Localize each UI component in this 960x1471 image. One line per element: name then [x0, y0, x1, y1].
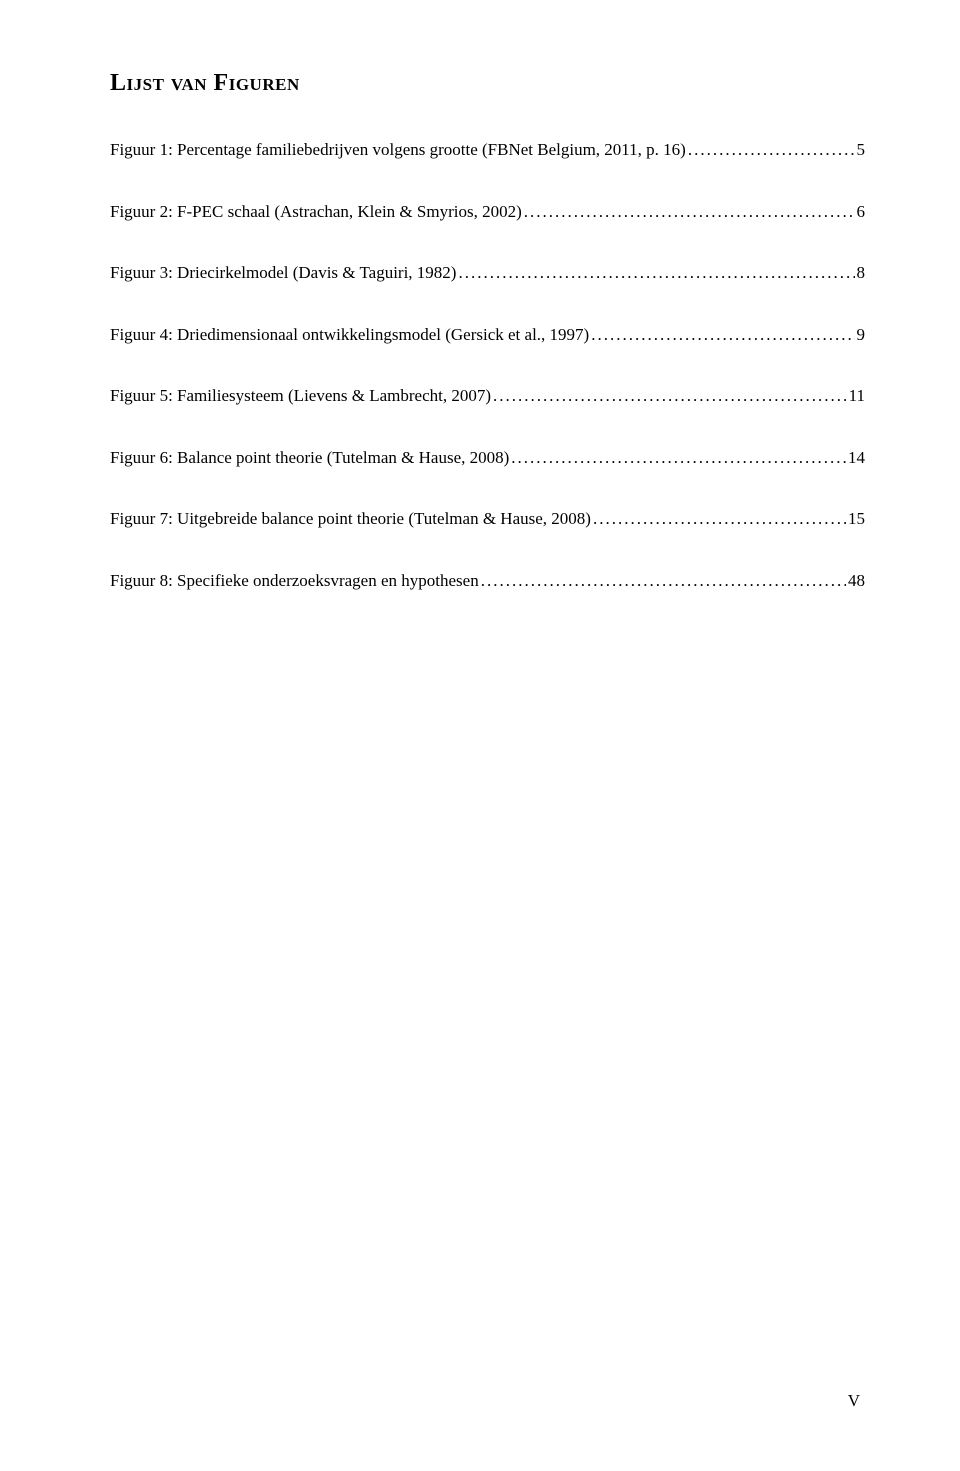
toc-dots [458, 260, 854, 286]
toc-dots [493, 383, 847, 409]
toc-text: Figuur 2: F-PEC schaal (Astrachan, Klein… [110, 199, 522, 225]
toc-entry: Figuur 3: Driecirkelmodel (Davis & Tagui… [110, 260, 865, 286]
toc-text: Figuur 7: Uitgebreide balance point theo… [110, 506, 591, 532]
toc-dots [511, 445, 846, 471]
toc-page: 11 [849, 383, 865, 409]
toc-dots [593, 506, 846, 532]
toc-page: 14 [848, 445, 865, 471]
toc-dots [688, 137, 855, 163]
toc-entry: Figuur 2: F-PEC schaal (Astrachan, Klein… [110, 199, 865, 225]
toc-page: 48 [848, 568, 865, 594]
toc-dots [481, 568, 846, 594]
page-heading: Lijst van Figuren [110, 70, 865, 97]
toc-text: Figuur 1: Percentage familiebedrijven vo… [110, 137, 686, 163]
toc-entry: Figuur 6: Balance point theorie (Tutelma… [110, 445, 865, 471]
toc-text: Figuur 8: Specifieke onderzoeksvragen en… [110, 568, 479, 594]
toc-entry: Figuur 1: Percentage familiebedrijven vo… [110, 137, 865, 163]
toc-entry: Figuur 7: Uitgebreide balance point theo… [110, 506, 865, 532]
toc-page: 8 [857, 260, 866, 286]
toc-page: 9 [857, 322, 866, 348]
toc-text: Figuur 4: Driedimensionaal ontwikkelings… [110, 322, 589, 348]
page-container: Lijst van Figuren Figuur 1: Percentage f… [0, 0, 960, 1471]
toc-entry: Figuur 5: Familiesysteem (Lievens & Lamb… [110, 383, 865, 409]
toc-entry: Figuur 8: Specifieke onderzoeksvragen en… [110, 568, 865, 594]
toc-text: Figuur 5: Familiesysteem (Lievens & Lamb… [110, 383, 491, 409]
toc-dots [524, 199, 855, 225]
toc-page: 6 [857, 199, 866, 225]
toc-page: 15 [848, 506, 865, 532]
page-number-footer: V [848, 1391, 860, 1411]
toc-dots [591, 322, 854, 348]
toc-entry: Figuur 4: Driedimensionaal ontwikkelings… [110, 322, 865, 348]
toc-text: Figuur 3: Driecirkelmodel (Davis & Tagui… [110, 260, 456, 286]
toc-text: Figuur 6: Balance point theorie (Tutelma… [110, 445, 509, 471]
toc-page: 5 [857, 137, 866, 163]
